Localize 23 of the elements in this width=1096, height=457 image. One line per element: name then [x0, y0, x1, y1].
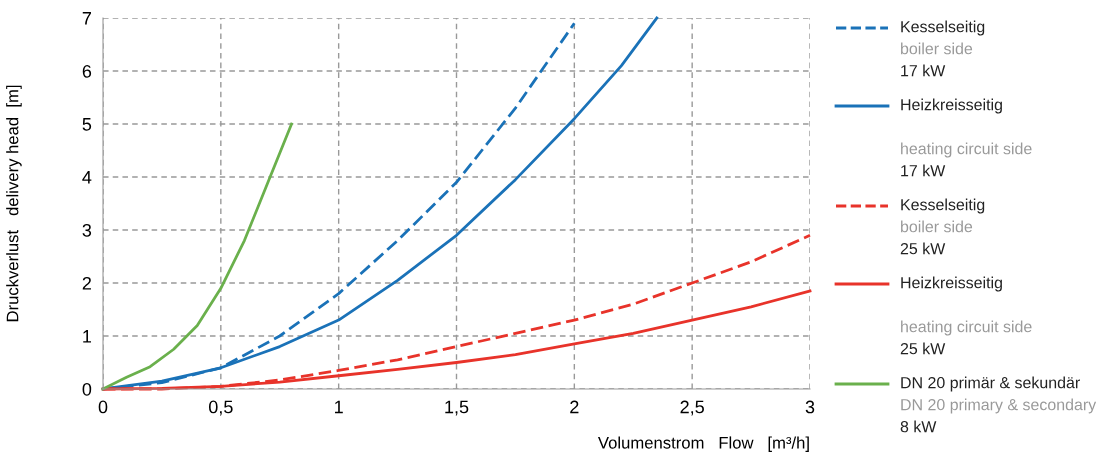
y-tick-label: 3: [82, 223, 92, 237]
y-tick-label: 2: [82, 276, 91, 290]
text: Heizkreisseitig heating circuit side 25 kW: [900, 276, 1032, 355]
x-tick-label: 0: [98, 400, 108, 414]
x-tick-label: 2,5: [680, 400, 704, 416]
y-tick-label: 1: [83, 330, 92, 343]
y-tick-label: 7: [82, 12, 91, 25]
x-tick-label: 1,5: [445, 400, 469, 416]
line-series: [101, 122, 293, 391]
legend-label: Kesselseitig boiler side 17 kW: [901, 20, 985, 77]
x-axis-title: Volumenstrom Flow [m³/h]: [597, 436, 809, 452]
text: Heizkreisseitig heating circuit side 17 kW: [901, 98, 1032, 177]
x-tick-label: 3: [805, 400, 815, 414]
x-tick-label: 2: [570, 400, 579, 414]
legend-label: Kesselseitig boiler side 25 kW: [900, 198, 985, 255]
y-tick-label: 6: [82, 64, 92, 78]
y-tick-label: 0: [82, 382, 92, 396]
y-tick-label: 5: [82, 118, 92, 131]
x-tick-label: 1: [335, 400, 343, 414]
y-axis-title: Druckverlust delivery head [m]: [6, 85, 22, 322]
legend-label: DN 20 primär & sekundär DN 20 primary & secondary 8 kW: [900, 376, 1096, 433]
y-tick-label: 4: [82, 171, 92, 184]
x-tick-label: 0,5: [208, 400, 233, 416]
